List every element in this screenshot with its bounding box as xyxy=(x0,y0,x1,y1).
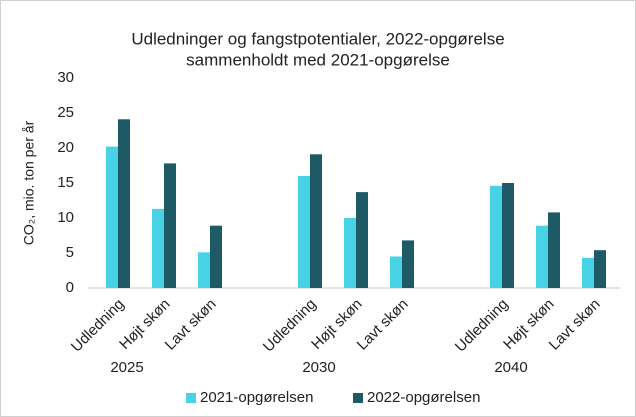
y-tick-label: 25 xyxy=(57,104,74,121)
y-tick-label: 10 xyxy=(57,209,74,226)
y-tick-label: 30 xyxy=(57,69,74,86)
y-tick-label: 20 xyxy=(57,139,74,156)
legend-swatch xyxy=(186,393,196,403)
bar xyxy=(298,176,310,288)
bar xyxy=(582,257,594,288)
legend-label: 2022-opgørelsen xyxy=(367,389,480,406)
y-tick-label: 5 xyxy=(66,244,74,261)
legend-swatch xyxy=(353,393,363,403)
bar xyxy=(490,185,502,288)
y-axis-label: CO₂, mio. ton per år xyxy=(21,120,37,245)
group-label: 2030 xyxy=(302,359,335,376)
chart-title: Udledninger og fangstpotentialer, 2022-o… xyxy=(131,29,504,48)
bar xyxy=(548,212,560,288)
bar xyxy=(344,218,356,288)
y-tick-label: 15 xyxy=(57,174,74,191)
bar xyxy=(390,256,402,288)
bar xyxy=(106,146,118,288)
legend-label: 2021-opgørelsen xyxy=(200,389,313,406)
bar xyxy=(402,240,414,288)
bar xyxy=(502,183,514,288)
bar xyxy=(310,154,322,288)
bar xyxy=(536,225,548,288)
chart-title: sammenholdt med 2021-opgørelse xyxy=(186,50,450,69)
bar xyxy=(164,163,176,288)
y-tick-label: 0 xyxy=(66,279,74,296)
group-label: 2040 xyxy=(494,359,527,376)
bar xyxy=(152,208,164,288)
bar xyxy=(118,119,130,288)
bar xyxy=(356,192,368,288)
group-label: 2025 xyxy=(110,359,143,376)
bar xyxy=(210,225,222,288)
bar xyxy=(594,250,606,288)
bar xyxy=(198,252,210,288)
